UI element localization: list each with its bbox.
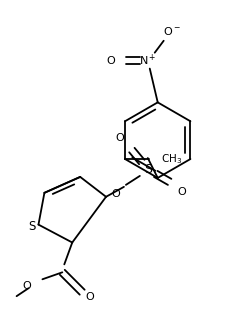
Text: O: O: [107, 56, 115, 66]
Text: S: S: [144, 163, 152, 176]
Text: O: O: [112, 189, 120, 199]
Text: O: O: [116, 133, 124, 143]
Text: S: S: [28, 220, 35, 233]
Text: O$^-$: O$^-$: [163, 25, 181, 37]
Text: CH$_3$: CH$_3$: [161, 152, 182, 166]
Text: N$^+$: N$^+$: [139, 53, 157, 68]
Text: O: O: [177, 187, 186, 197]
Text: O: O: [22, 281, 31, 291]
Text: O: O: [86, 292, 94, 302]
